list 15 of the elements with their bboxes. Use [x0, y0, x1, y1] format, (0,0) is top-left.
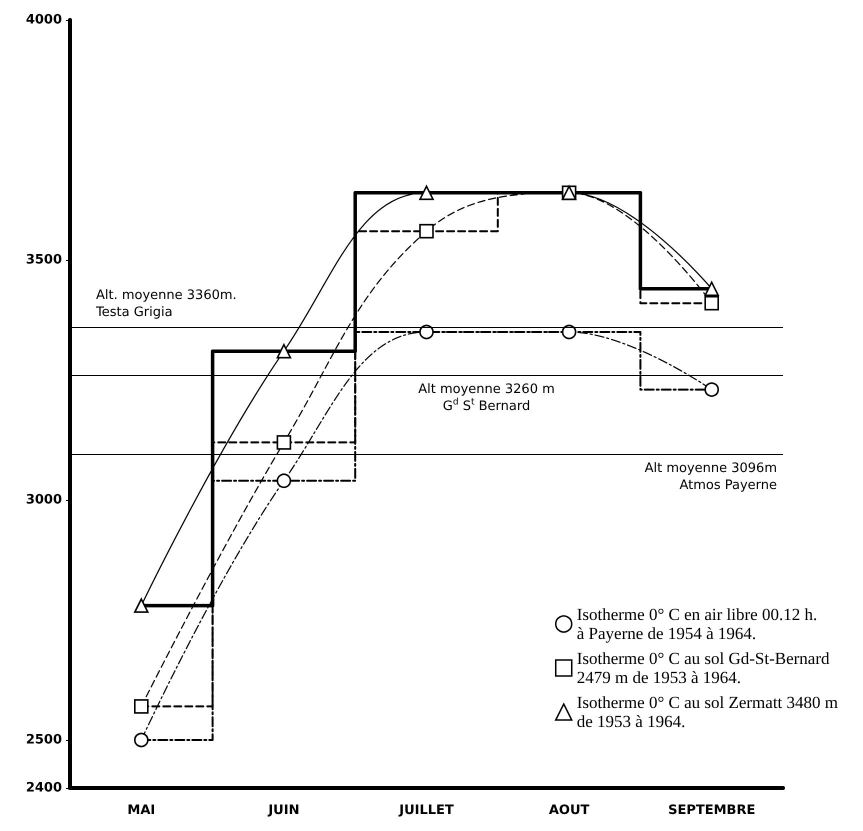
- x-tick-label: AOUT: [548, 803, 590, 818]
- y-tick-label: 2500: [26, 732, 62, 748]
- ref-line-label: Alt moyenne 3096m Atmos Payerne: [644, 460, 777, 493]
- y-tick-label: 3500: [26, 252, 62, 268]
- x-tick-label: JUILLET: [398, 803, 454, 818]
- y-tick-label: 4000: [26, 12, 62, 28]
- ref-line-label: Alt. moyenne 3360m. Testa Grigia: [95, 288, 237, 320]
- legend-label: Isotherme 0° C au sol Zermatt 3480 m de 1953 à 1964.: [576, 693, 838, 731]
- x-tick-label: JUIN: [267, 803, 300, 818]
- legend-label: Isotherme 0° C en air libre 00.12 h. à Payerne de 1954 à 1964.: [576, 605, 818, 643]
- legend-label: Isotherme 0° C au sol Gd-St-Bernard 2479 m de 1953 à 1964.: [576, 649, 830, 687]
- x-tick-label: MAI: [127, 803, 156, 818]
- y-tick-label: 2400: [26, 780, 62, 796]
- y-tick-label: 3000: [26, 492, 62, 508]
- x-tick-label: SEPTEMBRE: [668, 803, 756, 818]
